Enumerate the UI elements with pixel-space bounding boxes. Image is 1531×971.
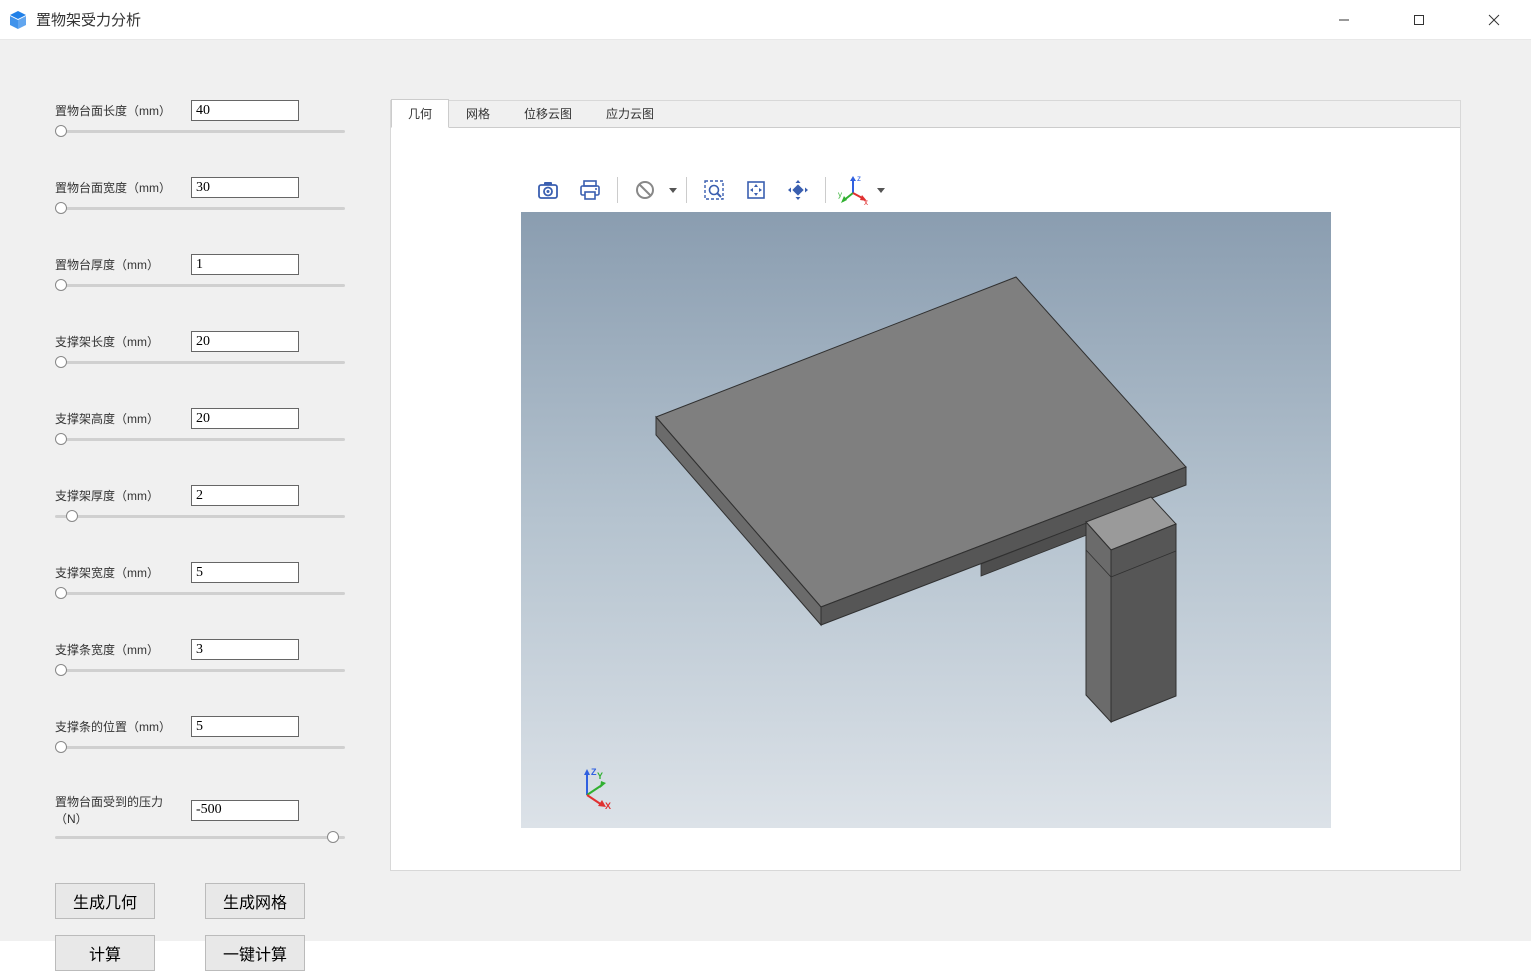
- param-label: 支撑条宽度（mm）: [55, 641, 185, 658]
- param-slider[interactable]: [55, 510, 345, 524]
- toolbar-separator: [617, 177, 618, 203]
- param-slider[interactable]: [55, 741, 345, 755]
- generate-mesh-button[interactable]: 生成网格: [205, 883, 305, 919]
- param-label: 支撑架厚度（mm）: [55, 487, 185, 504]
- param-row: 支撑条宽度（mm）: [55, 639, 345, 678]
- param-label: 置物台面受到的压力（N）: [55, 793, 185, 827]
- tab-3[interactable]: 应力云图: [589, 99, 671, 127]
- param-row: 支撑架厚度（mm）: [55, 485, 345, 524]
- param-row: 支撑条的位置（mm）: [55, 716, 345, 755]
- bullseye-icon[interactable]: [626, 172, 664, 208]
- param-input[interactable]: [191, 177, 299, 198]
- close-button[interactable]: [1456, 0, 1531, 40]
- param-label: 置物台面长度（mm）: [55, 102, 185, 119]
- print-icon[interactable]: [571, 172, 609, 208]
- svg-text:y: y: [838, 190, 842, 199]
- tab-2[interactable]: 位移云图: [507, 99, 589, 127]
- param-row: 置物台面受到的压力（N）: [55, 793, 345, 845]
- param-slider[interactable]: [55, 125, 345, 139]
- svg-text:z: z: [857, 175, 861, 183]
- toolbar-separator: [686, 177, 687, 203]
- axis-dropdown-icon[interactable]: [876, 186, 886, 194]
- bullseye-dropdown-icon[interactable]: [668, 186, 678, 194]
- param-slider[interactable]: [55, 664, 345, 678]
- param-label: 支撑条的位置（mm）: [55, 718, 185, 735]
- param-input[interactable]: [191, 254, 299, 275]
- param-input[interactable]: [191, 716, 299, 737]
- app-icon: [8, 10, 28, 30]
- param-input[interactable]: [191, 800, 299, 821]
- viewport: z y x: [521, 168, 1331, 828]
- viewport-container: z y x: [391, 127, 1460, 870]
- param-input[interactable]: [191, 331, 299, 352]
- toolbar-separator: [825, 177, 826, 203]
- param-slider[interactable]: [55, 433, 345, 447]
- parameter-panel: 置物台面长度（mm） 置物台面宽度（mm） 置物台厚度（mm） 支撑架长度（mm…: [10, 50, 390, 931]
- param-slider[interactable]: [55, 356, 345, 370]
- param-slider[interactable]: [55, 587, 345, 601]
- param-slider[interactable]: [55, 279, 345, 293]
- param-row: 置物台面长度（mm）: [55, 100, 345, 139]
- button-row-1: 生成几何 生成网格: [55, 883, 345, 919]
- viewport-toolbar: z y x: [521, 168, 1331, 212]
- param-row: 置物台面宽度（mm）: [55, 177, 345, 216]
- param-row: 支撑架长度（mm）: [55, 331, 345, 370]
- param-label: 置物台面宽度（mm）: [55, 179, 185, 196]
- param-input[interactable]: [191, 562, 299, 583]
- param-input[interactable]: [191, 408, 299, 429]
- axis-xyz-icon[interactable]: z y x: [834, 172, 872, 208]
- param-label: 支撑架高度（mm）: [55, 410, 185, 427]
- param-input[interactable]: [191, 100, 299, 121]
- param-label: 支撑架长度（mm）: [55, 333, 185, 350]
- tab-1[interactable]: 网格: [449, 99, 507, 127]
- generate-geometry-button[interactable]: 生成几何: [55, 883, 155, 919]
- param-row: 支撑架宽度（mm）: [55, 562, 345, 601]
- tab-0[interactable]: 几何: [391, 99, 449, 128]
- one-click-calc-button[interactable]: 一键计算: [205, 935, 305, 971]
- button-row-2: 计算 一键计算: [55, 935, 345, 971]
- tabs: 几何网格位移云图应力云图: [391, 101, 1460, 127]
- maximize-button[interactable]: [1381, 0, 1456, 40]
- param-input[interactable]: [191, 639, 299, 660]
- param-row: 支撑架高度（mm）: [55, 408, 345, 447]
- param-label: 支撑架宽度（mm）: [55, 564, 185, 581]
- geometry-render: [521, 212, 1331, 828]
- main-area: 置物台面长度（mm） 置物台面宽度（mm） 置物台厚度（mm） 支撑架长度（mm…: [0, 40, 1531, 941]
- 3d-canvas[interactable]: Z Y X: [521, 212, 1331, 828]
- zoom-box-icon[interactable]: [695, 172, 733, 208]
- param-row: 置物台厚度（mm）: [55, 254, 345, 293]
- window-controls: [1306, 0, 1531, 39]
- calculate-button[interactable]: 计算: [55, 935, 155, 971]
- svg-text:x: x: [864, 198, 868, 205]
- app-title: 置物架受力分析: [36, 9, 141, 30]
- zoom-extents-icon[interactable]: [779, 172, 817, 208]
- param-label: 置物台厚度（mm）: [55, 256, 185, 273]
- param-slider[interactable]: [55, 202, 345, 216]
- svg-text:X: X: [605, 801, 611, 810]
- minimize-button[interactable]: [1306, 0, 1381, 40]
- snapshot-icon[interactable]: [529, 172, 567, 208]
- titlebar: 置物架受力分析: [0, 0, 1531, 40]
- axis-triad: Z Y X: [569, 765, 614, 810]
- param-input[interactable]: [191, 485, 299, 506]
- param-slider[interactable]: [55, 831, 345, 845]
- pan-icon[interactable]: [737, 172, 775, 208]
- svg-text:Y: Y: [597, 771, 603, 781]
- viewer-area: 几何网格位移云图应力云图: [390, 100, 1461, 871]
